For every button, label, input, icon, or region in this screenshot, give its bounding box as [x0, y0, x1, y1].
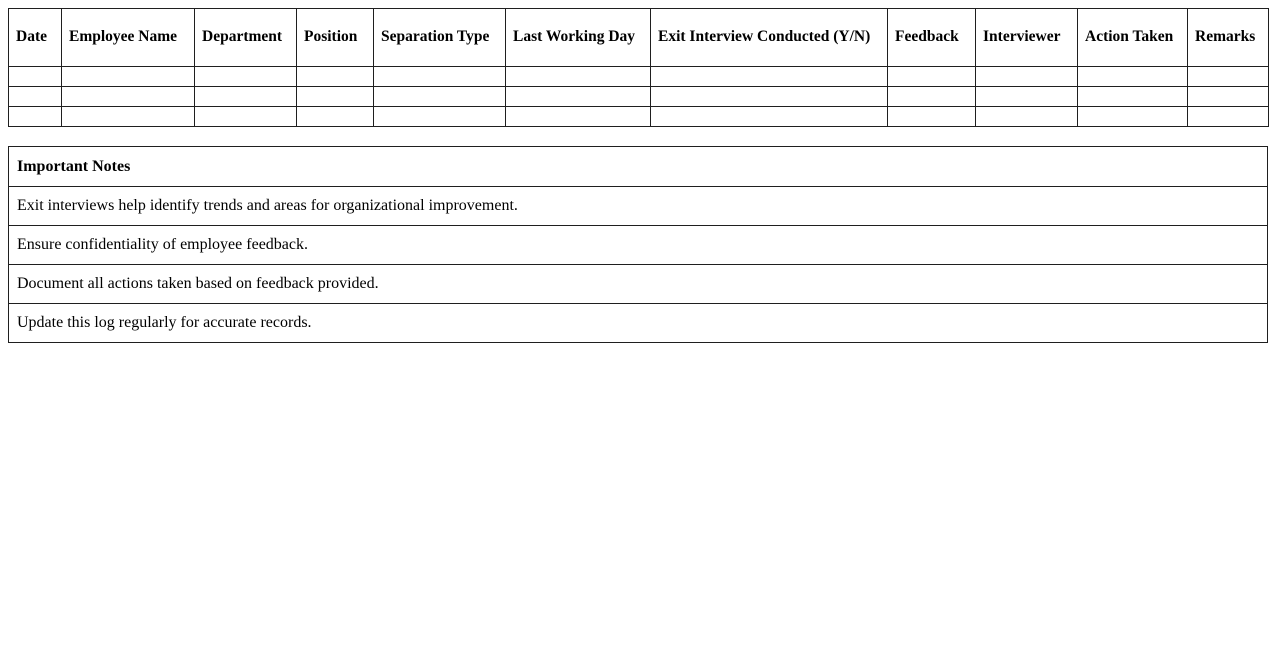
log-empty-cell — [296, 66, 374, 87]
log-empty-cell — [8, 86, 62, 107]
col-header-action-taken: Action Taken — [1077, 8, 1188, 67]
note-text: Document all actions taken based on feed… — [8, 264, 1268, 304]
exit-interview-log-table: Date Employee Name Department Position S… — [8, 8, 1269, 127]
log-empty-cell — [650, 86, 888, 107]
col-header-exit-interview-conducted: Exit Interview Conducted (Y/N) — [650, 8, 888, 67]
log-empty-cell — [1187, 66, 1269, 87]
log-empty-cell — [61, 106, 195, 127]
log-empty-cell — [296, 106, 374, 127]
log-empty-row-1 — [8, 66, 1269, 87]
col-header-last-working-day: Last Working Day — [505, 8, 651, 67]
log-empty-cell — [296, 86, 374, 107]
col-header-department: Department — [194, 8, 297, 67]
log-empty-cell — [975, 66, 1078, 87]
log-empty-cell — [373, 86, 506, 107]
log-empty-row-2 — [8, 86, 1269, 107]
log-empty-cell — [1077, 86, 1188, 107]
log-empty-cell — [650, 106, 888, 127]
log-empty-cell — [194, 66, 297, 87]
col-header-separation-type: Separation Type — [373, 8, 506, 67]
log-empty-cell — [505, 66, 651, 87]
log-empty-cell — [887, 66, 976, 87]
log-empty-cell — [1077, 66, 1188, 87]
col-header-employee-name: Employee Name — [61, 8, 195, 67]
note-row-3: Document all actions taken based on feed… — [8, 264, 1268, 304]
log-empty-cell — [1077, 106, 1188, 127]
note-text: Exit interviews help identify trends and… — [8, 186, 1268, 226]
col-header-feedback: Feedback — [887, 8, 976, 67]
note-text: Ensure confidentiality of employee feedb… — [8, 225, 1268, 265]
log-empty-cell — [8, 106, 62, 127]
log-empty-row-3 — [8, 106, 1269, 127]
log-empty-cell — [373, 106, 506, 127]
note-row-1: Exit interviews help identify trends and… — [8, 186, 1268, 226]
log-empty-cell — [505, 86, 651, 107]
log-empty-cell — [887, 86, 976, 107]
log-empty-cell — [1187, 106, 1269, 127]
log-header-row: Date Employee Name Department Position S… — [8, 8, 1269, 67]
col-header-position: Position — [296, 8, 374, 67]
log-empty-cell — [194, 86, 297, 107]
important-notes-table: Important Notes Exit interviews help ide… — [8, 146, 1268, 343]
log-empty-cell — [61, 66, 195, 87]
log-empty-cell — [975, 106, 1078, 127]
log-empty-cell — [373, 66, 506, 87]
log-empty-cell — [505, 106, 651, 127]
note-row-2: Ensure confidentiality of employee feedb… — [8, 225, 1268, 265]
note-text: Update this log regularly for accurate r… — [8, 303, 1268, 343]
log-empty-cell — [61, 86, 195, 107]
log-empty-cell — [650, 66, 888, 87]
notes-header: Important Notes — [8, 146, 1268, 187]
log-empty-cell — [8, 66, 62, 87]
note-row-4: Update this log regularly for accurate r… — [8, 303, 1268, 343]
col-header-date: Date — [8, 8, 62, 67]
log-empty-cell — [1187, 86, 1269, 107]
log-empty-cell — [194, 106, 297, 127]
log-empty-cell — [975, 86, 1078, 107]
col-header-interviewer: Interviewer — [975, 8, 1078, 67]
log-empty-cell — [887, 106, 976, 127]
notes-header-row: Important Notes — [8, 146, 1268, 187]
col-header-remarks: Remarks — [1187, 8, 1269, 67]
